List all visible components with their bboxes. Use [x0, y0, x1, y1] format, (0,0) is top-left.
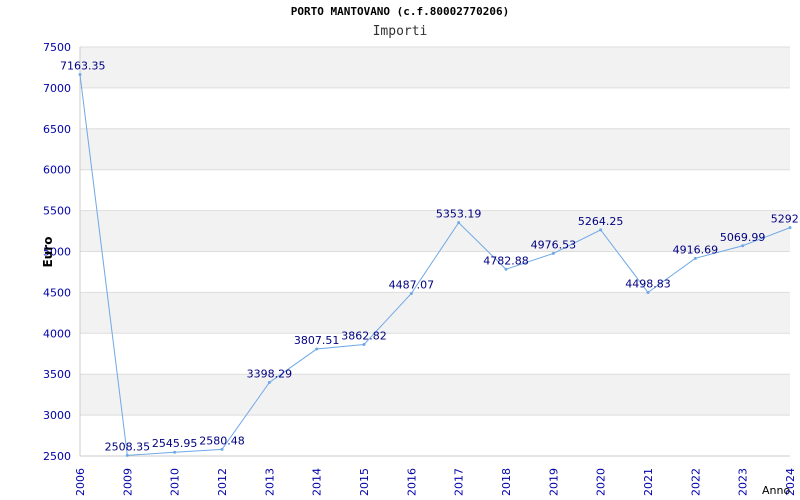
y-tick-label: 4500 — [43, 286, 71, 299]
y-tick-label: 6000 — [43, 164, 71, 177]
data-point — [646, 290, 650, 294]
data-label: 5353.19 — [436, 208, 482, 221]
x-tick-label: 2018 — [500, 468, 513, 496]
data-point — [267, 381, 271, 385]
chart-subtitle: Importi — [372, 24, 428, 39]
data-label: 7163.35 — [60, 60, 106, 73]
chart-title: PORTO MANTOVANO (c.f.80002770206) — [290, 5, 510, 18]
x-tick-label: 2024 — [784, 468, 797, 496]
data-point — [457, 221, 461, 225]
x-tick-label: 2020 — [595, 468, 608, 496]
x-tick-label: 2013 — [263, 468, 276, 496]
x-tick-label: 2009 — [121, 468, 134, 496]
data-label: 2545.95 — [152, 437, 198, 450]
data-point — [125, 453, 129, 457]
data-point — [220, 447, 224, 451]
y-tick-label: 3000 — [43, 409, 71, 422]
data-label: 5264.25 — [578, 215, 624, 228]
data-point — [173, 450, 177, 454]
grid-band — [80, 374, 790, 416]
data-label: 4498.83 — [625, 277, 671, 290]
data-label: 5069.99 — [720, 231, 766, 244]
x-tick-label: 2006 — [74, 468, 87, 496]
data-label: 4782.88 — [483, 254, 529, 267]
y-tick-label: 5500 — [43, 205, 71, 218]
y-tick-label: 7000 — [43, 82, 71, 95]
data-point — [78, 73, 82, 77]
x-tick-label: 2016 — [405, 468, 418, 496]
x-tick-label: 2022 — [689, 468, 702, 496]
y-tick-label: 3500 — [43, 368, 71, 381]
data-label: 3807.51 — [294, 334, 340, 347]
grid-band — [80, 292, 790, 334]
x-axis-title: Anno — [762, 484, 790, 497]
data-point — [409, 291, 413, 295]
data-label: 4487.07 — [389, 278, 435, 291]
data-point — [741, 244, 745, 248]
x-tick-label: 2021 — [642, 468, 655, 496]
data-point — [504, 267, 508, 271]
grid-band — [80, 210, 790, 252]
y-tick-label: 6500 — [43, 123, 71, 136]
data-point — [551, 251, 555, 255]
data-label: 4916.69 — [673, 243, 719, 256]
data-point — [315, 347, 319, 351]
data-point — [693, 256, 697, 260]
data-label: 3398.29 — [247, 368, 293, 381]
x-tick-label: 2010 — [169, 468, 182, 496]
data-point — [599, 228, 603, 232]
y-tick-label: 4000 — [43, 327, 71, 340]
grid-band — [80, 47, 790, 88]
x-tick-label: 2023 — [737, 468, 750, 496]
x-tick-label: 2017 — [453, 468, 466, 496]
x-tick-label: 2014 — [311, 468, 324, 496]
data-label: 2580.48 — [199, 434, 245, 447]
y-tick-label: 5000 — [43, 246, 71, 259]
x-tick-label: 2012 — [216, 468, 229, 496]
data-label: 2508.35 — [105, 440, 151, 453]
y-tick-label: 7500 — [43, 41, 71, 54]
data-label: 3862.82 — [341, 330, 387, 343]
y-axis-title: Euro — [41, 237, 55, 268]
series-line — [79, 74, 791, 456]
y-tick-label: 2500 — [43, 450, 71, 463]
grid-band — [80, 128, 790, 170]
data-label: 5292.0 — [771, 213, 800, 226]
data-point — [362, 343, 366, 347]
x-tick-label: 2015 — [358, 468, 371, 496]
x-tick-label: 2019 — [547, 468, 560, 496]
data-label: 4976.53 — [531, 238, 577, 251]
data-point — [788, 226, 792, 230]
